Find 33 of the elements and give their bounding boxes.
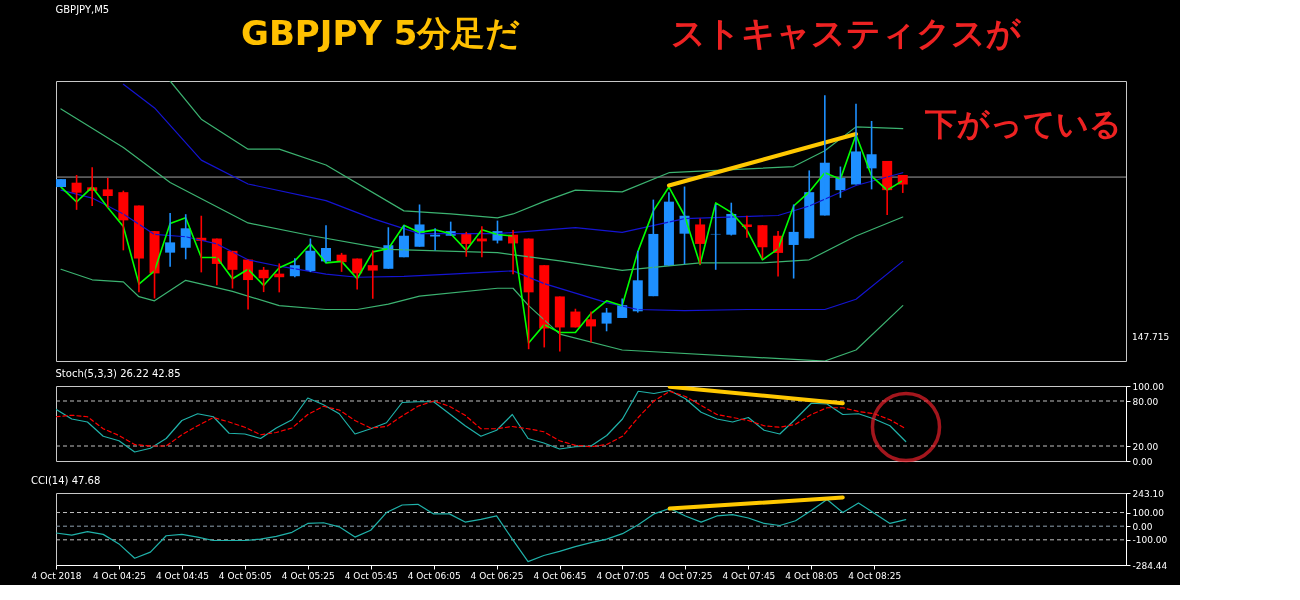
x-tick-label: 4 Oct 06:25: [470, 570, 524, 581]
text: 147.715: [1132, 332, 1170, 342]
y-tick-label: 100.00: [1132, 381, 1165, 392]
y-tick-label: 80.00: [1132, 396, 1159, 407]
x-tick-label: 4 Oct 05:25: [281, 570, 335, 581]
x-tick-label: 4 Oct 07:05: [596, 570, 650, 581]
annotation: 下がっている: [924, 105, 1122, 143]
x-tick-label: 4 Oct 05:45: [344, 570, 398, 581]
candlestick: [757, 224, 768, 260]
x-tick-label: 4 Oct 07:45: [722, 570, 776, 581]
y-tick-label: 0.00: [1132, 521, 1153, 532]
y-tick-label: 0.00: [1132, 456, 1153, 467]
x-tick-label: 4 Oct 07:25: [659, 570, 713, 581]
y-tick-label: 20.00: [1132, 441, 1159, 452]
x-tick-label: 4 Oct 06:45: [533, 570, 587, 581]
x-tick-label: 4 Oct 2018: [31, 570, 82, 581]
chart-title: GBPJPY,M5: [55, 4, 110, 15]
y-tick-label: -100.00: [1132, 535, 1168, 546]
text: ストキャスティクスが: [671, 13, 1022, 53]
x-tick-label: 4 Oct 08:05: [785, 570, 839, 581]
y-tick-label: 243.10: [1132, 488, 1165, 499]
x-tick-label: 4 Oct 04:25: [92, 570, 146, 581]
candlestick: [601, 307, 612, 333]
x-tick-label: 4 Oct 06:05: [407, 570, 461, 581]
chart-title: Stoch(5,3,3) 26.22 42.85: [55, 368, 181, 379]
x-tick-label: 4 Oct 04:45: [155, 570, 209, 581]
text: GBPJPY 5分足だ: [241, 13, 521, 53]
chart-title: CCI(14) 47.68: [31, 475, 101, 486]
y-tick-label: 100.00: [1132, 508, 1165, 519]
x-tick-label: 4 Oct 05:05: [218, 570, 272, 581]
x-tick-label: 4 Oct 08:25: [848, 570, 902, 581]
line-series: [56, 498, 907, 563]
y-tick-label: -284.44: [1132, 560, 1168, 571]
